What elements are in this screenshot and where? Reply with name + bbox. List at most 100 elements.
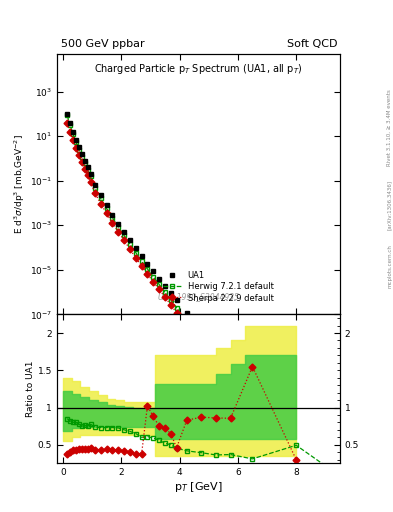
Herwig 7.2.1 default	[151, 273, 156, 280]
Sherpa 2.2.9 default	[174, 310, 179, 316]
Sherpa 2.2.9 default	[68, 129, 72, 135]
Herwig 7.2.1 default	[228, 358, 233, 364]
UA1	[122, 229, 127, 235]
Sherpa 2.2.9 default	[168, 302, 173, 308]
UA1	[116, 221, 121, 227]
UA1	[214, 336, 219, 342]
Herwig 7.2.1 default	[133, 249, 138, 255]
Sherpa 2.2.9 default	[122, 238, 127, 244]
Herwig 7.2.1 default	[77, 146, 81, 153]
Sherpa 2.2.9 default	[88, 179, 93, 185]
Sherpa 2.2.9 default	[151, 279, 156, 285]
Sherpa 2.2.9 default	[157, 286, 162, 292]
UA1	[199, 324, 204, 330]
Text: [arXiv:1306.3436]: [arXiv:1306.3436]	[387, 180, 392, 230]
Herwig 7.2.1 default	[145, 266, 150, 272]
Text: mcplots.cern.ch: mcplots.cern.ch	[387, 244, 392, 288]
UA1	[184, 310, 189, 316]
X-axis label: p$_T$ [GeV]: p$_T$ [GeV]	[174, 480, 223, 494]
Herwig 7.2.1 default	[85, 167, 90, 173]
UA1	[174, 297, 179, 303]
UA1	[110, 211, 115, 218]
Text: 500 GeV ppbar: 500 GeV ppbar	[61, 38, 145, 49]
Sherpa 2.2.9 default	[133, 254, 138, 261]
Sherpa 2.2.9 default	[163, 294, 167, 300]
Herwig 7.2.1 default	[116, 224, 121, 230]
UA1	[92, 182, 97, 188]
Herwig 7.2.1 default	[71, 132, 75, 138]
Herwig 7.2.1 default	[110, 215, 115, 221]
UA1	[139, 253, 144, 260]
Sherpa 2.2.9 default	[214, 350, 219, 356]
Herwig 7.2.1 default	[122, 232, 127, 239]
UA1	[98, 193, 103, 199]
Sherpa 2.2.9 default	[145, 271, 150, 277]
Herwig 7.2.1 default	[128, 241, 132, 247]
Herwig 7.2.1 default	[79, 154, 84, 160]
Line: Herwig 7.2.1 default: Herwig 7.2.1 default	[65, 113, 342, 426]
Sherpa 2.2.9 default	[73, 145, 78, 151]
UA1	[133, 245, 138, 251]
Line: Sherpa 2.2.9 default: Sherpa 2.2.9 default	[65, 121, 299, 419]
Herwig 7.2.1 default	[214, 346, 219, 352]
Sherpa 2.2.9 default	[98, 200, 103, 206]
Sherpa 2.2.9 default	[92, 190, 97, 196]
UA1	[79, 151, 84, 157]
UA1	[294, 396, 299, 402]
Sherpa 2.2.9 default	[116, 228, 121, 234]
Sherpa 2.2.9 default	[110, 220, 115, 226]
Herwig 7.2.1 default	[83, 160, 87, 166]
Text: Rivet 3.1.10, ≥ 3.4M events: Rivet 3.1.10, ≥ 3.4M events	[387, 90, 392, 166]
UA1	[88, 171, 93, 177]
UA1	[104, 202, 109, 208]
Sherpa 2.2.9 default	[85, 172, 90, 178]
Text: Charged Particle p$_T$ Spectrum (UA1, all p$_T$): Charged Particle p$_T$ Spectrum (UA1, al…	[94, 61, 303, 76]
Sherpa 2.2.9 default	[104, 210, 109, 217]
Sherpa 2.2.9 default	[83, 165, 87, 172]
Herwig 7.2.1 default	[88, 174, 93, 180]
UA1	[228, 348, 233, 354]
UA1	[83, 158, 87, 164]
UA1	[168, 290, 173, 296]
Herwig 7.2.1 default	[250, 379, 255, 385]
Herwig 7.2.1 default	[199, 333, 204, 339]
Herwig 7.2.1 default	[168, 297, 173, 303]
Sherpa 2.2.9 default	[71, 137, 75, 143]
Sherpa 2.2.9 default	[128, 246, 132, 252]
UA1	[145, 261, 150, 267]
UA1	[71, 129, 75, 135]
Y-axis label: Ratio to UA1: Ratio to UA1	[26, 360, 35, 417]
Legend: UA1, Herwig 7.2.1 default, Sherpa 2.2.9 default: UA1, Herwig 7.2.1 default, Sherpa 2.2.9 …	[160, 269, 276, 305]
Text: UA1_1990_S2044935: UA1_1990_S2044935	[158, 292, 239, 302]
Herwig 7.2.1 default	[65, 113, 70, 119]
Sherpa 2.2.9 default	[79, 159, 84, 165]
Sherpa 2.2.9 default	[65, 120, 70, 126]
UA1	[163, 283, 167, 289]
Herwig 7.2.1 default	[294, 403, 299, 410]
Sherpa 2.2.9 default	[250, 381, 255, 387]
Sherpa 2.2.9 default	[139, 263, 144, 269]
Sherpa 2.2.9 default	[294, 414, 299, 420]
Text: Soft QCD: Soft QCD	[288, 38, 338, 49]
UA1	[73, 137, 78, 143]
Sherpa 2.2.9 default	[77, 152, 81, 158]
Y-axis label: E d$^3\sigma$/dp$^3$ [mb,GeV$^{-2}$]: E d$^3\sigma$/dp$^3$ [mb,GeV$^{-2}$]	[13, 134, 27, 234]
Herwig 7.2.1 default	[104, 205, 109, 211]
Line: UA1: UA1	[65, 112, 299, 402]
UA1	[250, 368, 255, 374]
Herwig 7.2.1 default	[174, 305, 179, 311]
Sherpa 2.2.9 default	[228, 362, 233, 368]
Herwig 7.2.1 default	[139, 259, 144, 265]
UA1	[157, 275, 162, 282]
Sherpa 2.2.9 default	[199, 337, 204, 343]
Herwig 7.2.1 default	[184, 319, 189, 325]
Herwig 7.2.1 default	[73, 139, 78, 145]
Herwig 7.2.1 default	[157, 281, 162, 287]
Sherpa 2.2.9 default	[184, 323, 189, 329]
UA1	[151, 268, 156, 274]
Herwig 7.2.1 default	[163, 289, 167, 295]
UA1	[128, 238, 132, 244]
Herwig 7.2.1 default	[68, 122, 72, 129]
Herwig 7.2.1 default	[98, 196, 103, 202]
UA1	[68, 120, 72, 126]
